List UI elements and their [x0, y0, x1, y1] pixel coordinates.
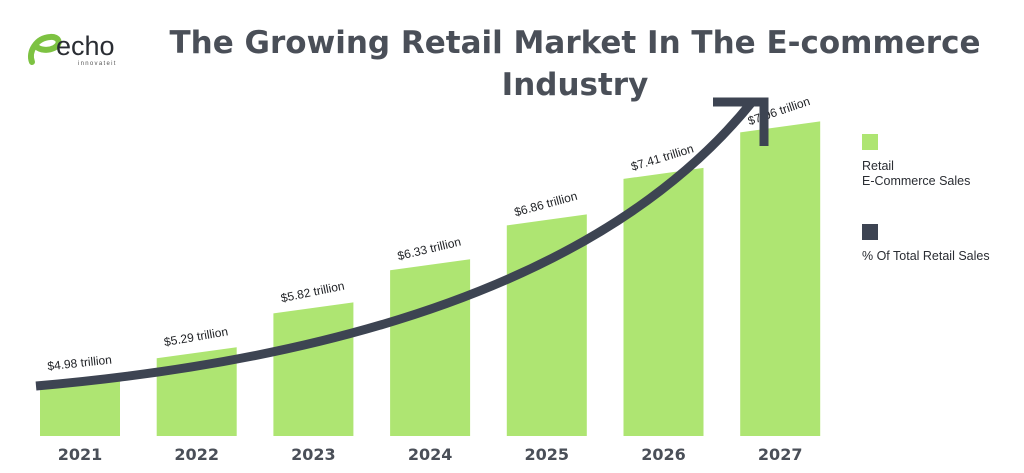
logo-tagline: innovateit [78, 61, 117, 67]
bar-2021 [40, 373, 120, 436]
data-label-2024: $6.33 trillion [396, 235, 462, 264]
logo-wordmark: echo [56, 31, 115, 61]
bar-2026 [623, 167, 704, 436]
trend-arrow [35, 97, 769, 391]
chart-title: The Growing Retail Market In The E-comme… [169, 25, 981, 103]
echo-logo: echo innovateit [26, 26, 136, 70]
bar-2027 [740, 121, 821, 436]
x-tick-2026: 2026 [641, 445, 686, 464]
x-tick-2025: 2025 [525, 445, 570, 464]
data-label-2025: $6.86 trillion [513, 189, 579, 219]
echo-logo-mark: echo innovateit [28, 31, 117, 67]
legend-item-total-retail-share: % Of Total Retail Sales [862, 224, 1012, 264]
data-label-2021: $4.98 trillion [47, 353, 113, 374]
x-axis-ticks: 2021 2022 2023 2024 2025 2026 2027 [58, 445, 803, 464]
legend-item-ecommerce-sales: Retail E-Commerce Sales [862, 134, 1012, 189]
trend-arrow-shaft [35, 99, 756, 391]
legend-label-total-retail-share: % Of Total Retail Sales [862, 249, 990, 263]
data-label-2022: $5.29 trillion [163, 324, 229, 349]
x-tick-2027: 2027 [758, 445, 803, 464]
x-tick-2021: 2021 [58, 445, 103, 464]
data-label-2023: $5.82 trillion [279, 279, 345, 306]
legend-swatch-ecommerce-sales [862, 134, 878, 150]
x-tick-2023: 2023 [291, 445, 336, 464]
x-tick-2022: 2022 [174, 445, 219, 464]
bar-2024 [390, 259, 471, 436]
logo-swoosh [28, 33, 62, 65]
legend-label-ecommerce-sales: Retail E-Commerce Sales [862, 159, 971, 188]
legend-swatch-total-retail-share [862, 224, 878, 240]
bar-2023 [273, 302, 354, 436]
x-tick-2024: 2024 [408, 445, 453, 464]
trend-arrow-head [713, 97, 769, 146]
bars-group [40, 121, 821, 436]
